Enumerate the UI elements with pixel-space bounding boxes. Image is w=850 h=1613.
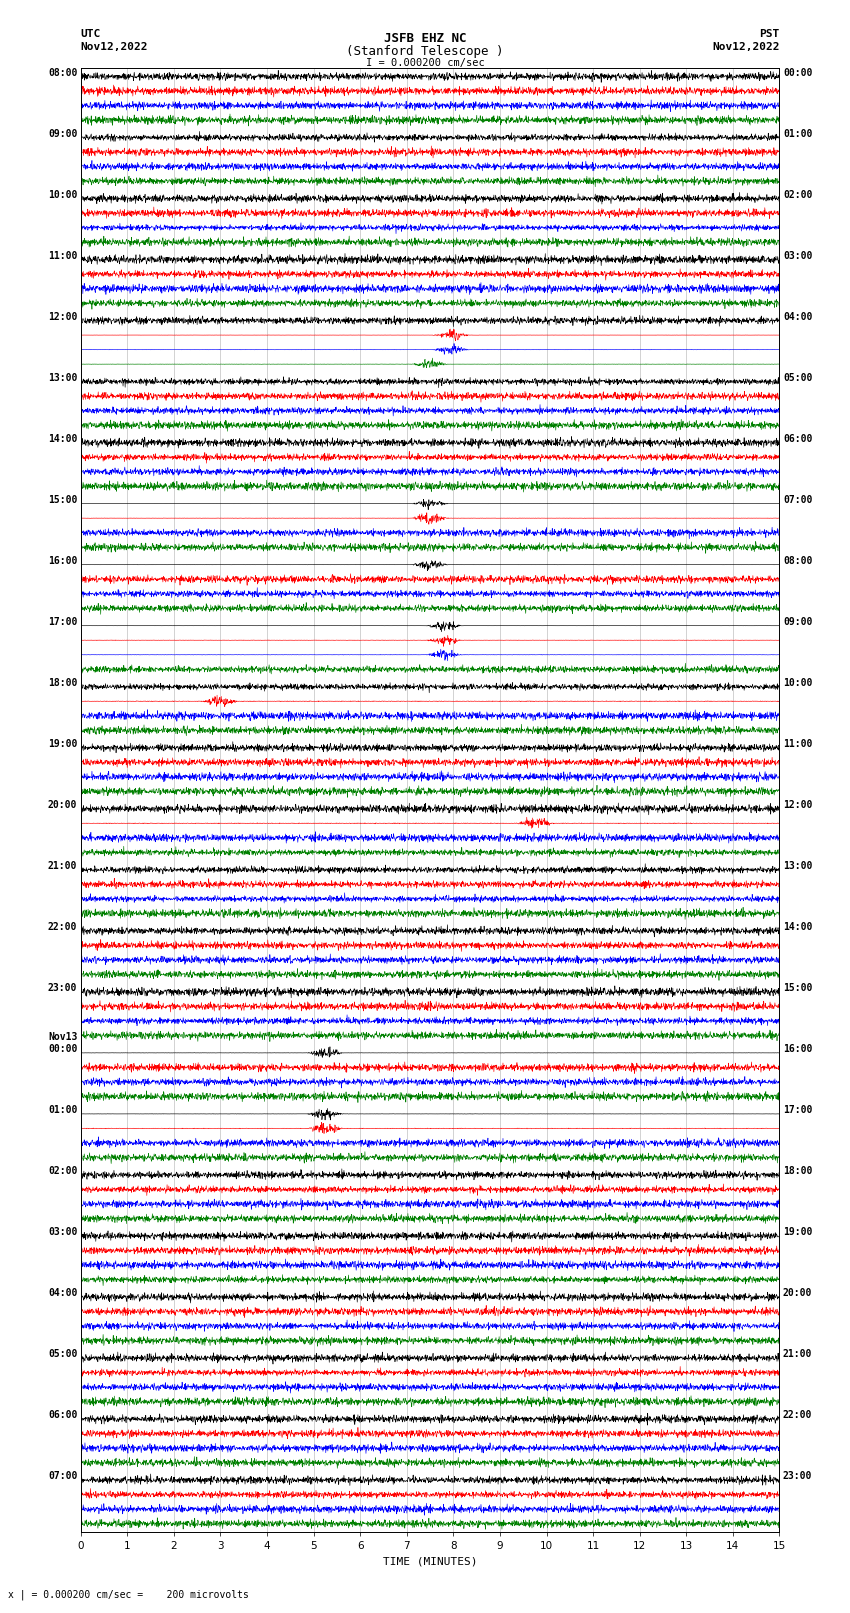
Text: 23:00: 23:00: [783, 1471, 813, 1481]
Text: 17:00: 17:00: [48, 616, 77, 627]
Text: 19:00: 19:00: [783, 1227, 813, 1237]
Text: 07:00: 07:00: [48, 1471, 77, 1481]
Text: 20:00: 20:00: [783, 1289, 813, 1298]
Text: 22:00: 22:00: [783, 1410, 813, 1419]
Text: 21:00: 21:00: [48, 861, 77, 871]
Text: 14:00: 14:00: [48, 434, 77, 444]
Text: 17:00: 17:00: [783, 1105, 813, 1115]
Text: 04:00: 04:00: [783, 311, 813, 321]
Text: x | = 0.000200 cm/sec =    200 microvolts: x | = 0.000200 cm/sec = 200 microvolts: [8, 1589, 249, 1600]
Text: 13:00: 13:00: [783, 861, 813, 871]
Text: 03:00: 03:00: [48, 1227, 77, 1237]
Text: 01:00: 01:00: [48, 1105, 77, 1115]
Text: 09:00: 09:00: [783, 616, 813, 627]
Text: I = 0.000200 cm/sec: I = 0.000200 cm/sec: [366, 58, 484, 68]
Text: Nov13: Nov13: [48, 1032, 77, 1042]
Text: Nov12,2022: Nov12,2022: [712, 42, 779, 52]
Text: 05:00: 05:00: [783, 373, 813, 382]
Text: 00:00: 00:00: [48, 1044, 77, 1053]
Text: 04:00: 04:00: [48, 1289, 77, 1298]
Text: 15:00: 15:00: [783, 982, 813, 994]
Text: 07:00: 07:00: [783, 495, 813, 505]
Text: (Stanford Telescope ): (Stanford Telescope ): [346, 45, 504, 58]
Text: 06:00: 06:00: [783, 434, 813, 444]
Text: 11:00: 11:00: [48, 250, 77, 261]
Text: 16:00: 16:00: [48, 556, 77, 566]
Text: JSFB EHZ NC: JSFB EHZ NC: [383, 32, 467, 45]
Text: 16:00: 16:00: [783, 1044, 813, 1053]
Text: 02:00: 02:00: [48, 1166, 77, 1176]
Text: Nov12,2022: Nov12,2022: [81, 42, 148, 52]
Text: 18:00: 18:00: [48, 677, 77, 687]
Text: 10:00: 10:00: [48, 190, 77, 200]
Text: 19:00: 19:00: [48, 739, 77, 748]
Text: 23:00: 23:00: [48, 982, 77, 994]
Text: 09:00: 09:00: [48, 129, 77, 139]
Text: 15:00: 15:00: [48, 495, 77, 505]
Text: 10:00: 10:00: [783, 677, 813, 687]
Text: 22:00: 22:00: [48, 923, 77, 932]
X-axis label: TIME (MINUTES): TIME (MINUTES): [382, 1557, 478, 1566]
Text: 02:00: 02:00: [783, 190, 813, 200]
Text: 12:00: 12:00: [783, 800, 813, 810]
Text: 20:00: 20:00: [48, 800, 77, 810]
Text: UTC: UTC: [81, 29, 101, 39]
Text: 01:00: 01:00: [783, 129, 813, 139]
Text: 06:00: 06:00: [48, 1410, 77, 1419]
Text: 08:00: 08:00: [783, 556, 813, 566]
Text: 11:00: 11:00: [783, 739, 813, 748]
Text: 12:00: 12:00: [48, 311, 77, 321]
Text: 14:00: 14:00: [783, 923, 813, 932]
Text: 18:00: 18:00: [783, 1166, 813, 1176]
Text: 13:00: 13:00: [48, 373, 77, 382]
Text: 08:00: 08:00: [48, 68, 77, 77]
Text: PST: PST: [759, 29, 779, 39]
Text: 03:00: 03:00: [783, 250, 813, 261]
Text: 05:00: 05:00: [48, 1348, 77, 1360]
Text: 00:00: 00:00: [783, 68, 813, 77]
Text: 21:00: 21:00: [783, 1348, 813, 1360]
